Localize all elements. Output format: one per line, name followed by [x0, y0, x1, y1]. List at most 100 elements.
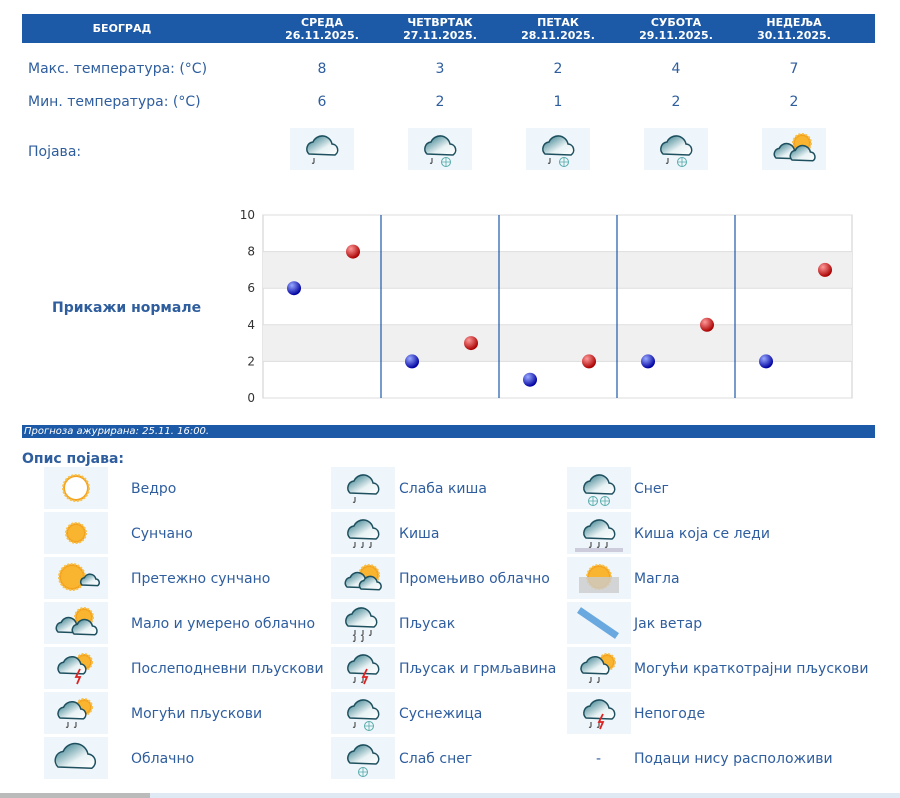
- min-temp-point: [641, 354, 655, 369]
- day-name: ПЕТАК: [537, 16, 579, 29]
- clear-icon: [44, 467, 108, 509]
- scrollbar-track[interactable]: [0, 793, 900, 798]
- legend-label: Магла: [634, 571, 680, 587]
- rain-snow-icon: [644, 128, 708, 170]
- min-temp-point: [287, 281, 301, 296]
- legend-label: Суснежица: [399, 706, 483, 722]
- afternoon-showers-icon: [44, 647, 108, 689]
- day-date: 26.11.2025.: [285, 29, 359, 42]
- possible-showers-icon: [44, 692, 108, 734]
- city-name: БЕОГРАД: [92, 22, 152, 35]
- min-temp-point: [759, 354, 773, 369]
- scrollbar-thumb[interactable]: [0, 793, 150, 798]
- forecast-header: БЕОГРАД СРЕДА 26.11.2025. ЧЕТВРТАК 27.11.20…: [22, 14, 875, 43]
- legend-title: Опис појава:: [22, 451, 124, 467]
- light-rain-icon: [290, 128, 354, 170]
- legend-label: Мало и умерено облачно: [131, 616, 316, 632]
- brief-showers-icon: [567, 647, 631, 689]
- legend-label: Слаб снег: [399, 751, 473, 767]
- day-name: СРЕДА: [301, 16, 343, 29]
- no-data-dash: -: [596, 751, 602, 767]
- storm-icon: [567, 692, 631, 734]
- rain-snow-icon: [408, 128, 472, 170]
- grid-band: [263, 251, 852, 289]
- thunder-shower-icon: [331, 647, 395, 689]
- min-temp-point: [405, 354, 419, 369]
- max-temp-label: Макс. температура: (°C): [28, 61, 208, 77]
- updated-bar: Прогноза ажурирана: 25.11. 16:00.: [22, 425, 875, 438]
- legend-label: Јак ветар: [634, 616, 703, 632]
- day-header: СРЕДА 26.11.2025.: [272, 16, 372, 42]
- max-temp-value: 7: [789, 61, 799, 77]
- cloudy-icon: [44, 737, 108, 779]
- max-temp-point: [346, 244, 360, 259]
- y-tick-label: 4: [247, 318, 255, 332]
- min-temp-point: [523, 372, 537, 387]
- day-date: 29.11.2025.: [639, 29, 713, 42]
- legend-label: Пљусак: [399, 616, 456, 632]
- phenomenon-label: Појава:: [28, 144, 82, 160]
- min-temp-label: Мин. температура: (°C): [28, 94, 201, 110]
- fog-icon: [567, 557, 631, 599]
- sunny-icon: [44, 512, 108, 554]
- legend-label: Подаци нису расположиви: [634, 751, 833, 767]
- legend-label: Могући пљускови: [131, 706, 263, 722]
- show-normals-link[interactable]: Прикажи нормале: [52, 300, 202, 316]
- day-date: 28.11.2025.: [521, 29, 595, 42]
- y-tick-label: 10: [240, 208, 255, 222]
- shower-icon: [331, 602, 395, 644]
- max-temp-value: 4: [671, 61, 681, 77]
- max-temp-point: [582, 354, 596, 369]
- day-header: СУБОТА 29.11.2025.: [626, 16, 726, 42]
- y-tick-label: 6: [247, 281, 255, 295]
- temperature-chart: 0 2 4 6 8 10: [240, 208, 853, 405]
- max-temp-point: [700, 317, 714, 332]
- legend-label: Промењиво облачно: [399, 571, 550, 587]
- partly-cloudy-icon: [762, 128, 826, 170]
- partly-cloudy-icon: [44, 602, 108, 644]
- legend-label: Киша која се леди: [634, 526, 770, 542]
- day-header: ПЕТАК 28.11.2025.: [508, 16, 608, 42]
- y-tick-label: 2: [247, 354, 255, 368]
- rain-icon: [331, 512, 395, 554]
- mostly-sunny-icon: [44, 557, 108, 599]
- legend-label: Пљусак и грмљавина: [399, 661, 557, 677]
- legend-label: Претежно сунчано: [131, 571, 271, 587]
- plot-area: [262, 214, 853, 399]
- grid-band: [263, 324, 852, 362]
- max-temp-value: 8: [317, 61, 327, 77]
- light-rain-icon: [331, 467, 395, 509]
- max-temp-point: [818, 262, 832, 277]
- min-temp-value: 6: [317, 94, 327, 110]
- day-date: 27.11.2025.: [403, 29, 477, 42]
- day-name: СУБОТА: [650, 16, 702, 29]
- min-temp-value: 2: [435, 94, 445, 110]
- legend-label: Послеподневни пљускови: [131, 661, 324, 677]
- legend-label: Ведро: [131, 481, 177, 497]
- legend-label: Могући краткотрајни пљускови: [634, 661, 869, 677]
- legend-label: Непогоде: [634, 706, 706, 722]
- day-name: ЧЕТВРТАК: [407, 16, 473, 29]
- freezing-rain-icon: [567, 512, 631, 554]
- day-date: 30.11.2025.: [757, 29, 831, 42]
- max-temp-point: [464, 336, 478, 351]
- max-temp-value: 2: [553, 61, 563, 77]
- legend-label: Сунчано: [131, 526, 193, 542]
- legend-label: Киша: [399, 526, 440, 542]
- light-snow-icon: [331, 737, 395, 779]
- max-temp-value: 3: [435, 61, 445, 77]
- day-name: НЕДЕЉА: [766, 16, 822, 29]
- min-temp-value: 1: [553, 94, 563, 110]
- day-header: ЧЕТВРТАК 27.11.2025.: [390, 16, 490, 42]
- legend-label: Снег: [634, 481, 669, 497]
- y-tick-label: 0: [247, 391, 255, 405]
- min-temp-value: 2: [671, 94, 681, 110]
- sleet-icon: [331, 692, 395, 734]
- variable-icon: [331, 557, 395, 599]
- y-tick-label: 8: [247, 245, 255, 259]
- day-header: НЕДЕЉА 30.11.2025.: [744, 16, 844, 42]
- snow-icon: [567, 467, 631, 509]
- legend-label: Слаба киша: [399, 481, 487, 497]
- min-temp-value: 2: [789, 94, 799, 110]
- legend-label: Облачно: [131, 751, 195, 767]
